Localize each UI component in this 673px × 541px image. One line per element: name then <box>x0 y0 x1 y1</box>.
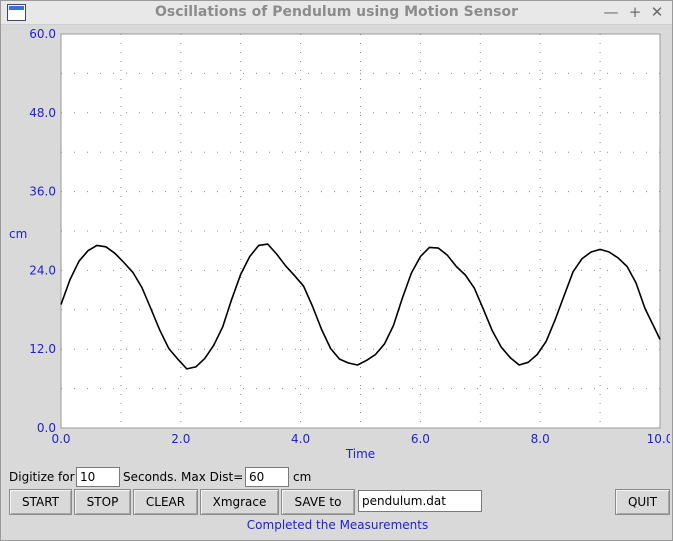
y-tick-label: 60.0 <box>29 27 56 41</box>
y-tick-label: 36.0 <box>29 185 56 199</box>
digitize-label: Digitize for <box>9 470 75 484</box>
x-tick-label: 2.0 <box>171 432 190 446</box>
close-icon[interactable]: ✕ <box>650 3 664 21</box>
x-tick-label: 4.0 <box>291 432 310 446</box>
minimize-icon[interactable]: — <box>603 3 619 21</box>
stop-button[interactable]: STOP <box>74 489 131 515</box>
filename-input[interactable]: pendulum.dat <box>358 490 482 512</box>
y-tick-label: 0.0 <box>37 421 56 435</box>
max-distance-input[interactable]: 60 <box>245 467 289 487</box>
x-tick-label: 6.0 <box>411 432 430 446</box>
digitize-seconds-input[interactable]: 10 <box>76 467 120 487</box>
window-menu-icon[interactable] <box>7 4 26 21</box>
x-tick-label: 0.0 <box>51 432 70 446</box>
pendulum-chart: 0.0 12.0 24.0 36.0 48.0 60.0 0.0 2.0 4.0 6.0 8.0 10… <box>9 27 670 461</box>
y-axis-label: cm <box>9 227 27 241</box>
unit-label: cm <box>293 470 312 484</box>
x-axis-label: Time <box>345 447 375 461</box>
status-message: Completed the Measurements <box>246 518 429 532</box>
maximize-icon[interactable]: + <box>628 3 642 21</box>
distance-trace <box>60 243 661 370</box>
seconds-maxdist-label: Seconds. Max Dist= <box>123 470 244 484</box>
x-tick-label: 10.0 <box>647 432 670 446</box>
clear-button[interactable]: CLEAR <box>133 489 198 515</box>
y-tick-label: 48.0 <box>29 106 56 120</box>
xmgrace-button[interactable]: Xmgrace <box>200 489 279 515</box>
x-tick-label: 8.0 <box>531 432 550 446</box>
y-tick-label: 12.0 <box>29 342 56 356</box>
plot-canvas: 0.0 12.0 24.0 36.0 48.0 60.0 0.0 2.0 4.0 6.0 8.0 10… <box>3 26 670 463</box>
save-button[interactable]: SAVE to <box>281 489 355 515</box>
quit-button[interactable]: QUIT <box>615 489 670 515</box>
title-bar[interactable]: Oscillations of Pendulum using Motion Se… <box>1 1 672 25</box>
y-tick-label: 24.0 <box>29 263 56 277</box>
start-button[interactable]: START <box>9 489 72 515</box>
window-title: Oscillations of Pendulum using Motion Se… <box>154 4 519 20</box>
